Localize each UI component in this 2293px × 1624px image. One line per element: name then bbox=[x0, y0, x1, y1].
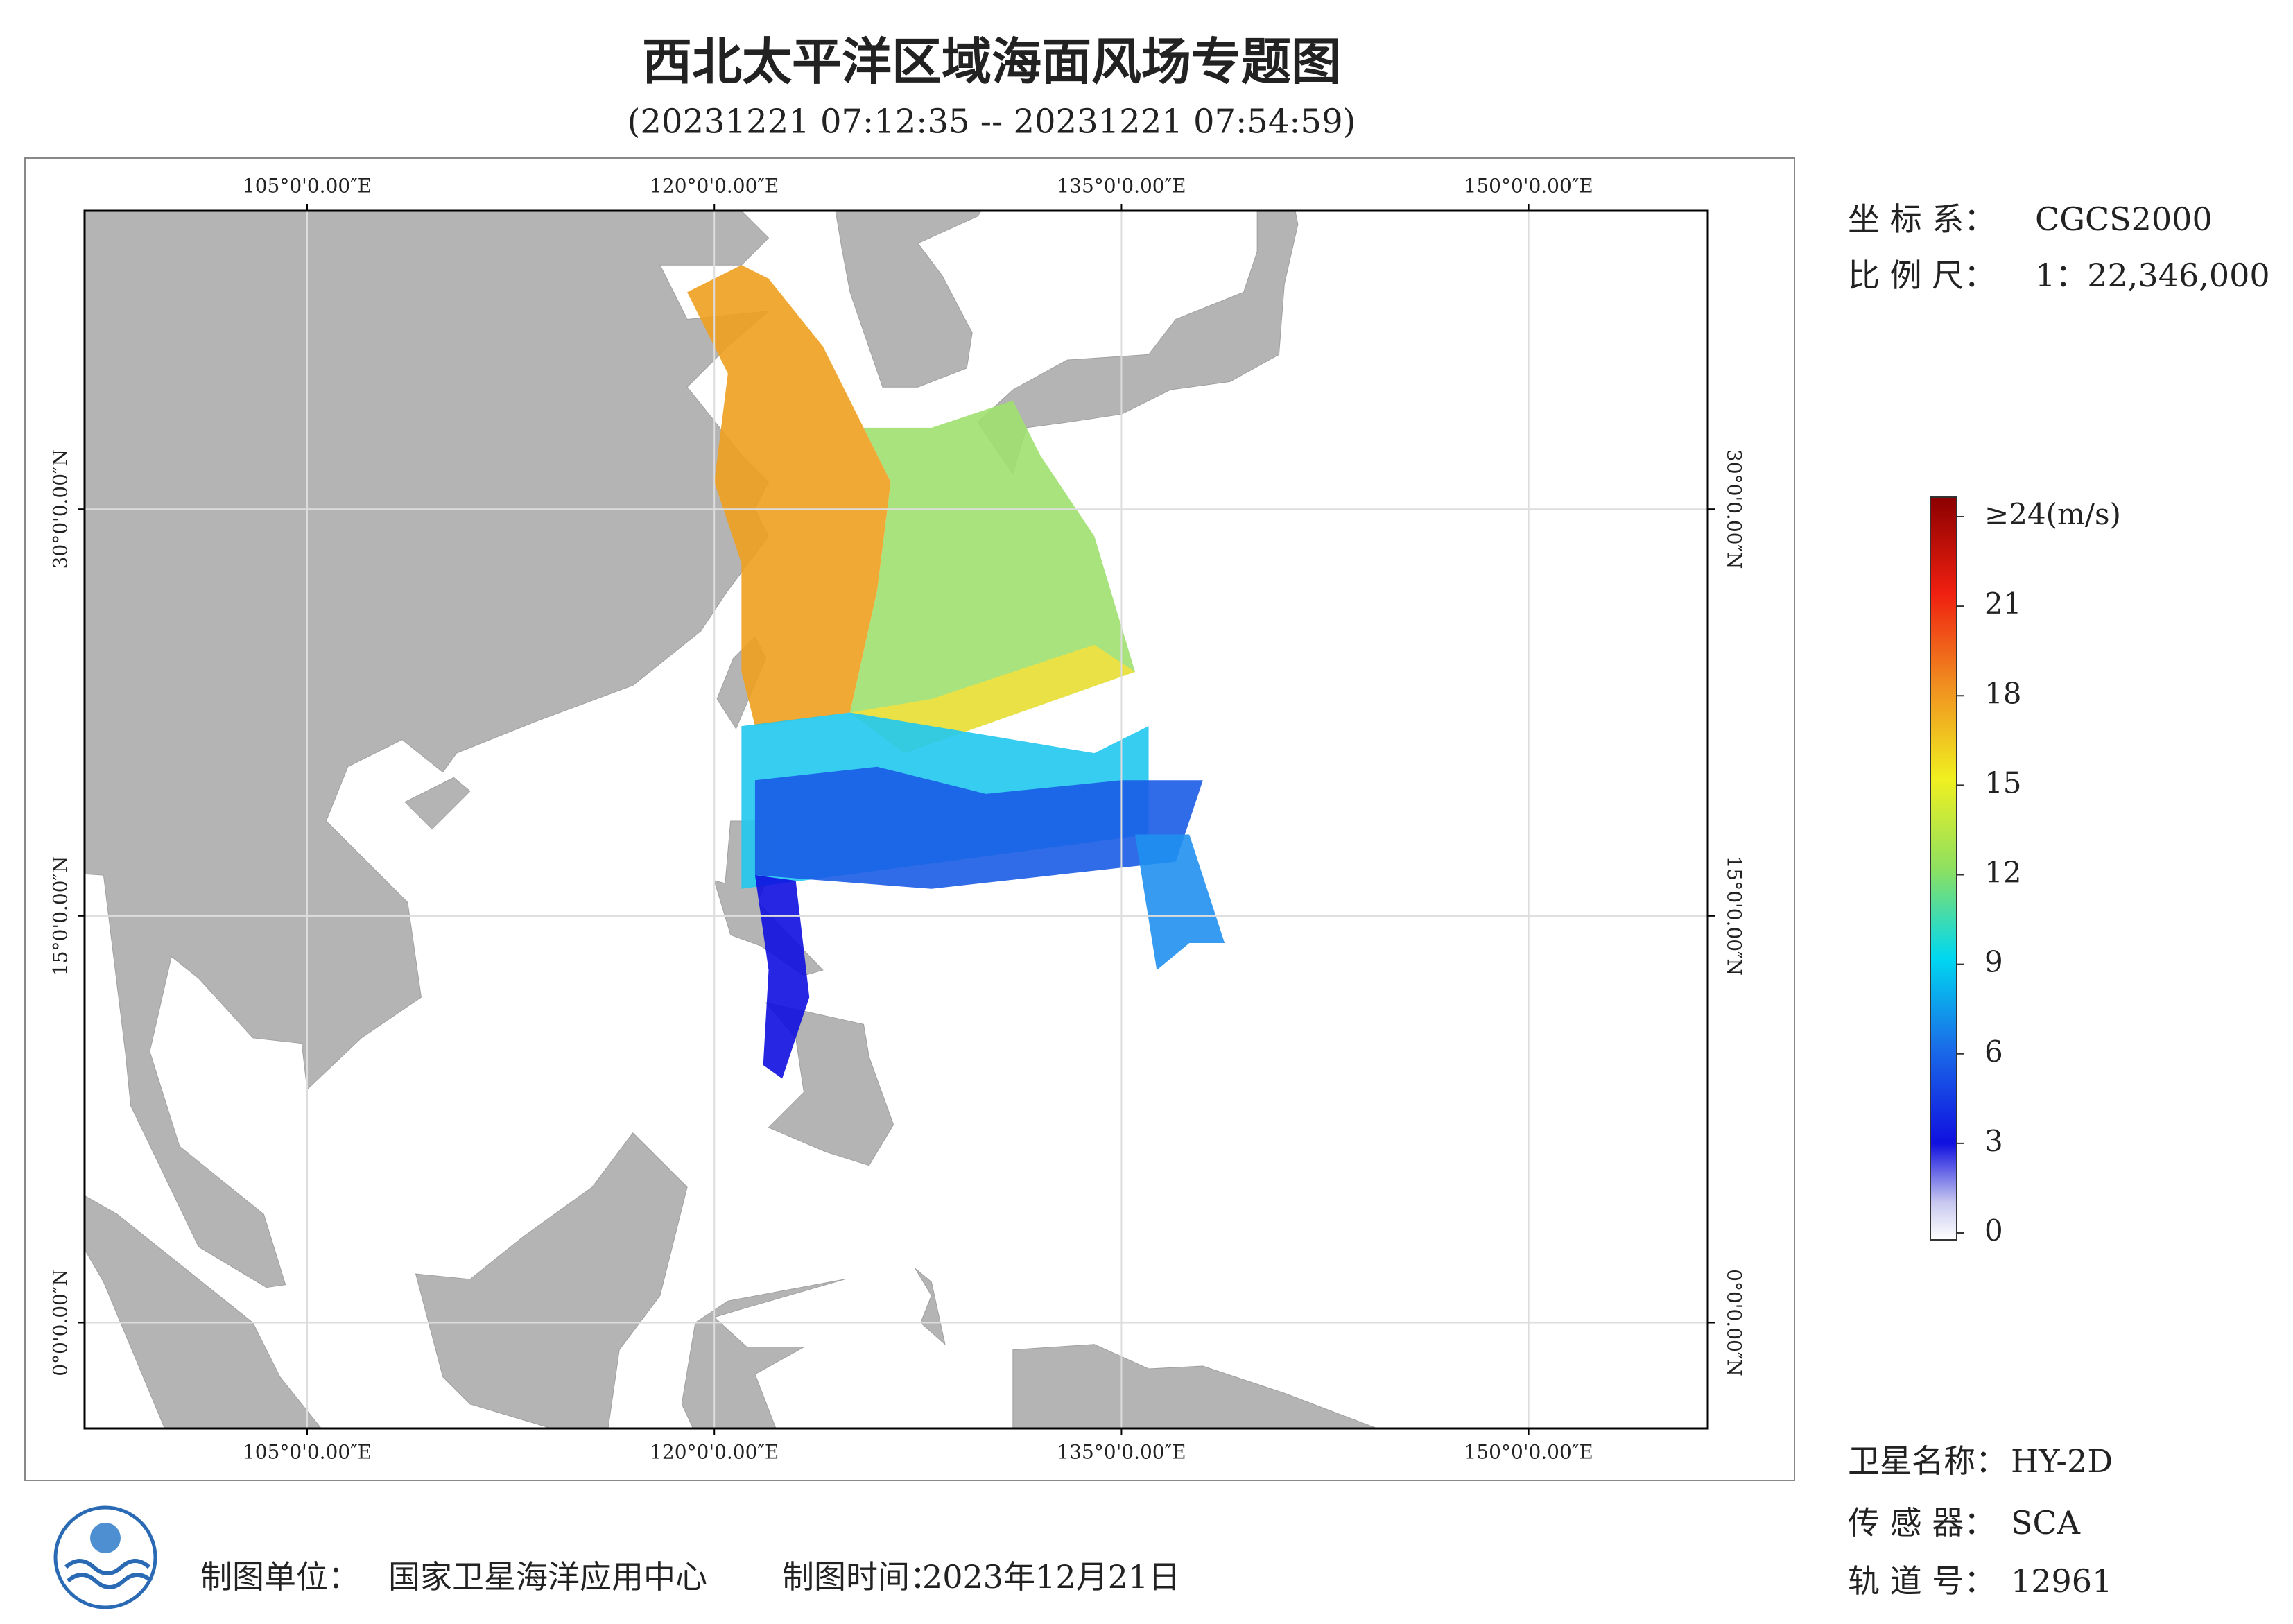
producer: 国家卫星海洋应用中心 bbox=[388, 1558, 707, 1596]
lat-tick-label: 0°0'0.00″N bbox=[1723, 1269, 1746, 1376]
lon-tick-label: 135°0'0.00″E bbox=[1057, 175, 1186, 198]
date: 2023年12月21日 bbox=[922, 1558, 1180, 1596]
land bbox=[85, 1195, 322, 1428]
lon-tick-label: 120°0'0.00″E bbox=[650, 1441, 779, 1464]
wind-swath bbox=[754, 766, 1203, 889]
land bbox=[977, 211, 1299, 475]
land bbox=[681, 1279, 845, 1428]
title: 西北太平洋区域海面风场专题图 bbox=[642, 32, 1341, 91]
colorbar-label: 6 bbox=[1984, 1035, 2003, 1069]
lon-tick-label: 105°0'0.00″E bbox=[243, 175, 372, 198]
subtitle: (20231221 07:12:35 -- 20231221 07:54:59) bbox=[628, 103, 1356, 141]
lon-tick-label: 120°0'0.00″E bbox=[650, 175, 779, 198]
scale: 1：22,346,000 bbox=[2035, 257, 2270, 294]
crs: CGCS2000 bbox=[2035, 200, 2213, 238]
scale-label: 比 例 尺： bbox=[1848, 257, 1996, 294]
lon-tick-label: 105°0'0.00″E bbox=[243, 1441, 372, 1464]
land bbox=[1012, 1344, 1378, 1428]
wind-swath bbox=[754, 875, 810, 1079]
colorbar-label: 9 bbox=[1984, 945, 2003, 979]
colorbar-label: 0 bbox=[1984, 1213, 2003, 1247]
orbit-label: 轨 道 号： bbox=[1848, 1562, 1996, 1600]
lon-tick-label: 150°0'0.00″E bbox=[1464, 175, 1593, 198]
satellite-name: HY-2D bbox=[2011, 1442, 2113, 1480]
wind-swath bbox=[1134, 834, 1225, 971]
lat-tick-label: 15°0'0.00″N bbox=[49, 856, 72, 976]
lat-tick-label: 30°0'0.00″N bbox=[49, 449, 72, 569]
land bbox=[415, 1132, 688, 1428]
colorbar-label: 3 bbox=[1984, 1124, 2003, 1158]
land bbox=[765, 1002, 894, 1166]
map-axes: 105°0'0.00″E 105°0'0.00″E 120°0'0.00″E 120°… bbox=[49, 175, 1746, 1464]
colorbar-label: 18 bbox=[1984, 676, 2021, 710]
satellite-label: 卫星名称： bbox=[1848, 1442, 2007, 1480]
lat-tick-label: 0°0'0.00″N bbox=[49, 1269, 72, 1376]
colorbar-ticks: 0 3 6 9 12 15 18 21 ≥24(m/s) bbox=[1957, 497, 2121, 1247]
lon-tick-label: 135°0'0.00″E bbox=[1057, 1441, 1186, 1464]
colorbar-label: ≥24(m/s) bbox=[1984, 497, 2121, 531]
colorbar bbox=[1930, 496, 1957, 1241]
map-panel bbox=[24, 157, 1795, 1481]
land bbox=[404, 777, 471, 830]
date-label: 制图时间： bbox=[782, 1558, 942, 1596]
wind-swath bbox=[687, 265, 891, 727]
colorbar-label: 15 bbox=[1984, 766, 2021, 800]
map bbox=[85, 211, 1708, 1428]
sensor: SCA bbox=[2011, 1504, 2081, 1541]
crs-label: 坐 标 系： bbox=[1848, 200, 1996, 238]
colorbar-label: 12 bbox=[1984, 856, 2021, 890]
colorbar-label: 21 bbox=[1984, 587, 2021, 621]
orbit: 12961 bbox=[2011, 1562, 2112, 1600]
producer-label: 制图单位： bbox=[200, 1558, 360, 1596]
logo bbox=[53, 1505, 157, 1609]
land bbox=[835, 211, 982, 388]
lon-tick-label: 150°0'0.00″E bbox=[1464, 1441, 1593, 1464]
sensor-label: 传 感 器： bbox=[1848, 1504, 1996, 1541]
lat-tick-label: 30°0'0.00″N bbox=[1723, 449, 1746, 569]
lat-tick-label: 15°0'0.00″N bbox=[1723, 856, 1746, 976]
land bbox=[915, 1268, 946, 1346]
map-frame bbox=[83, 209, 1709, 1430]
